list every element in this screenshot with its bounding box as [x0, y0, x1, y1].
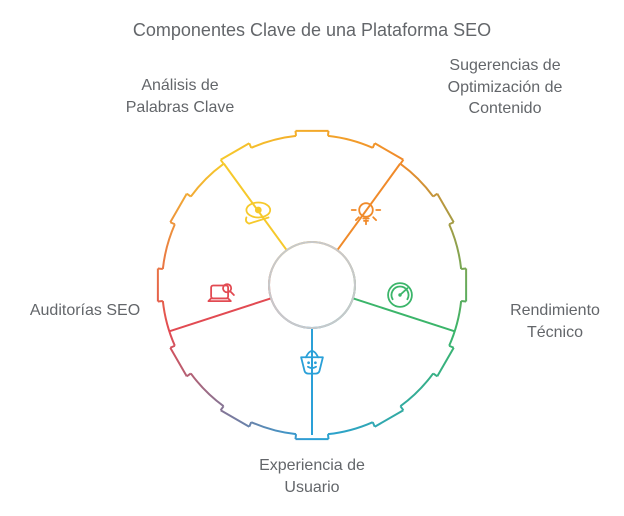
label-keywords: Análisis dePalabras Clave [80, 75, 280, 118]
diagram-stage: Componentes Clave de una Plataforma SEO … [0, 0, 624, 516]
label-technical: RendimientoTécnico [475, 300, 624, 343]
label-ux: Experiencia deUsuario [212, 455, 412, 498]
label-audits: Auditorías SEO [5, 300, 165, 322]
label-content: Sugerencias deOptimización deContenido [400, 55, 610, 120]
